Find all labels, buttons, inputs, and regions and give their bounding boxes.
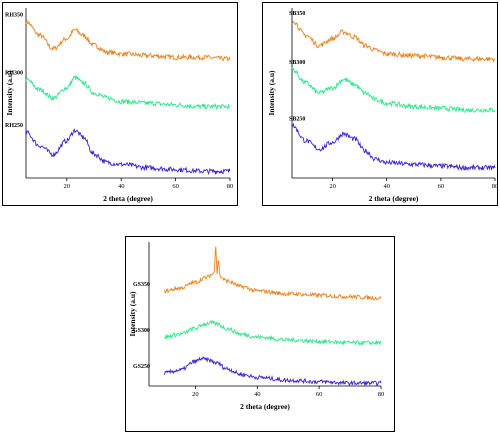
chart-svg: 20 40 60 802 theta (degree)Intensity (a.u)R… — [2, 2, 238, 206]
series-label: SB300 — [289, 60, 305, 66]
series-label: SB350 — [289, 11, 305, 17]
chart-frame — [125, 236, 395, 432]
x-tick-label: 60 — [172, 183, 179, 190]
series-line-rh250 — [25, 128, 231, 176]
x-tick-label: 60 — [438, 183, 445, 190]
xrd-chart-rh: 20 40 60 80 2 theta (degree) Intensity (a.u) R… — [2, 2, 238, 206]
series-line-rh350 — [25, 19, 231, 62]
series-label: GS300 — [133, 328, 150, 334]
x-tick-label: 80 — [227, 183, 234, 190]
series-line-gs300 — [164, 319, 382, 347]
x-tick-label: 60 — [316, 391, 323, 398]
x-axis-title: 2 theta (degree) — [369, 194, 419, 203]
series-label: SB250 — [289, 116, 305, 122]
series-label: GS250 — [133, 364, 150, 370]
series-line-rh300 — [25, 75, 231, 111]
xrd-chart-gs: 20 40 60 80 2 theta (degree) Intensity (a.u) G… — [125, 236, 395, 432]
series-line-sb350 — [291, 20, 496, 63]
chart-frame — [2, 2, 238, 206]
series-line-sb300 — [291, 67, 496, 113]
x-tick-label: 20 — [329, 183, 336, 190]
x-tick-label: 40 — [383, 183, 390, 190]
x-tick-label: 40 — [254, 391, 261, 398]
y-axis-title: Intensity (a.u) — [5, 70, 14, 116]
series-label: GS350 — [133, 282, 150, 288]
x-tick-label: 80 — [492, 183, 498, 190]
series-line-gs350 — [164, 246, 382, 301]
series-label: RH300 — [5, 70, 23, 76]
x-tick-label: 20 — [192, 391, 199, 398]
x-tick-label: 80 — [378, 391, 385, 398]
chart-svg: 20 40 60 80 2 theta (degree) Intensity (a.u) S… — [262, 2, 498, 206]
x-axis-title: 2 theta (degree) — [103, 194, 153, 203]
y-axis-title: Intensity (a.u) — [128, 291, 137, 337]
series-label: RH350 — [5, 13, 23, 19]
x-tick-label: 40 — [118, 183, 125, 190]
chart-frame — [262, 2, 498, 206]
y-axis-title: Intensity (a.u) — [267, 70, 276, 116]
x-tick-label: 20 — [64, 183, 71, 190]
xrd-chart-sb: 20 40 60 80 2 theta (degree) Intensity (a.u) S… — [262, 2, 498, 206]
series-label: RH250 — [5, 123, 23, 129]
chart-svg: 20 40 60 802 theta (degree)Intensity (a.u)G… — [125, 236, 395, 432]
x-axis-title: 2 theta (degree) — [240, 402, 290, 411]
series-line-sb250 — [291, 122, 496, 172]
series-line-gs250 — [164, 356, 382, 387]
